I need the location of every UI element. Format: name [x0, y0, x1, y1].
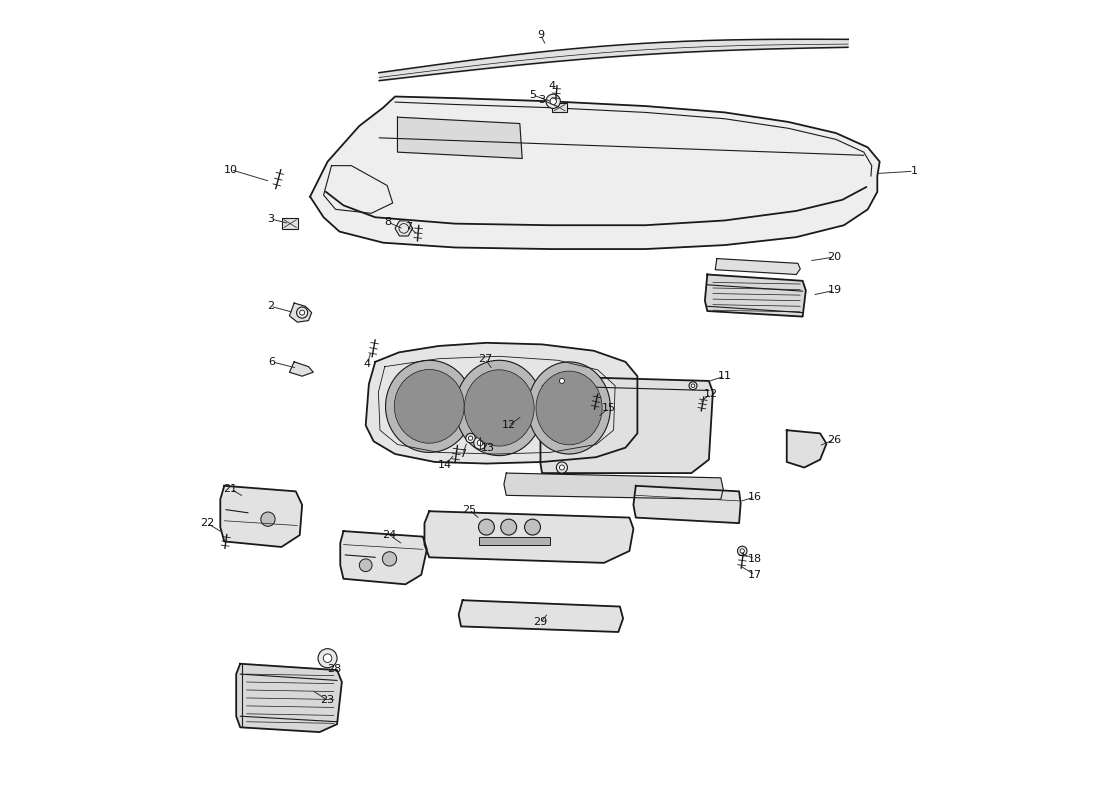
Text: 16: 16	[748, 492, 762, 502]
Text: 28: 28	[327, 663, 341, 674]
Polygon shape	[459, 600, 623, 632]
Text: 4: 4	[548, 81, 556, 91]
Text: 10: 10	[223, 165, 238, 174]
Text: 5: 5	[529, 90, 536, 100]
Circle shape	[474, 437, 486, 450]
Circle shape	[360, 559, 372, 571]
Text: 19: 19	[827, 286, 842, 295]
Text: 22: 22	[200, 518, 213, 528]
Text: 27: 27	[477, 354, 492, 364]
Polygon shape	[705, 274, 806, 317]
Text: 15: 15	[602, 403, 616, 413]
Ellipse shape	[464, 370, 535, 446]
Circle shape	[550, 98, 557, 105]
Circle shape	[500, 519, 517, 535]
Text: 24: 24	[383, 530, 397, 540]
Polygon shape	[397, 117, 522, 158]
FancyBboxPatch shape	[283, 218, 298, 229]
Circle shape	[689, 382, 697, 390]
Polygon shape	[340, 531, 427, 584]
Circle shape	[525, 519, 540, 535]
Text: 12: 12	[703, 389, 717, 398]
Text: 9: 9	[537, 30, 544, 39]
Text: 13: 13	[481, 442, 495, 453]
Ellipse shape	[385, 360, 473, 453]
Text: 3: 3	[539, 94, 546, 105]
Circle shape	[560, 465, 564, 470]
Circle shape	[297, 307, 308, 318]
Polygon shape	[504, 473, 723, 499]
Text: 1: 1	[911, 166, 917, 176]
Circle shape	[737, 546, 747, 556]
Text: 11: 11	[718, 371, 732, 381]
Text: 18: 18	[748, 554, 762, 564]
Polygon shape	[310, 97, 880, 249]
Circle shape	[691, 384, 695, 387]
Polygon shape	[289, 362, 314, 376]
Text: 3: 3	[267, 214, 274, 224]
Text: 17: 17	[748, 570, 762, 580]
Text: 21: 21	[223, 484, 238, 494]
Text: 6: 6	[268, 357, 275, 367]
FancyBboxPatch shape	[552, 103, 567, 113]
Text: 26: 26	[827, 434, 842, 445]
Text: 14: 14	[438, 460, 452, 470]
Text: 7: 7	[459, 449, 466, 459]
Circle shape	[318, 649, 337, 668]
Polygon shape	[365, 342, 637, 463]
Polygon shape	[425, 511, 634, 563]
Circle shape	[465, 434, 475, 443]
Ellipse shape	[528, 362, 611, 454]
Text: 20: 20	[827, 252, 842, 262]
Ellipse shape	[394, 370, 464, 443]
Polygon shape	[220, 486, 302, 547]
Circle shape	[469, 436, 473, 440]
Text: 2: 2	[267, 302, 274, 311]
Ellipse shape	[536, 371, 602, 445]
Circle shape	[299, 310, 305, 315]
Circle shape	[261, 512, 275, 526]
Circle shape	[560, 378, 564, 383]
Circle shape	[557, 375, 568, 386]
Circle shape	[383, 552, 397, 566]
Text: 29: 29	[534, 618, 548, 627]
Text: 8: 8	[384, 217, 392, 227]
Circle shape	[546, 94, 560, 109]
Polygon shape	[634, 486, 740, 523]
Circle shape	[740, 549, 745, 553]
Circle shape	[557, 462, 568, 473]
Polygon shape	[786, 430, 826, 467]
Text: 25: 25	[462, 505, 476, 514]
Text: 12: 12	[502, 421, 516, 430]
Circle shape	[477, 440, 483, 446]
Polygon shape	[289, 303, 311, 322]
Text: 7: 7	[405, 222, 412, 232]
Polygon shape	[395, 221, 412, 236]
Text: 4: 4	[364, 359, 371, 370]
Polygon shape	[540, 376, 713, 473]
FancyBboxPatch shape	[478, 538, 550, 545]
Polygon shape	[715, 258, 801, 274]
Text: 23: 23	[320, 695, 334, 706]
Polygon shape	[236, 664, 342, 732]
Circle shape	[323, 654, 332, 662]
Circle shape	[478, 519, 494, 535]
Ellipse shape	[455, 360, 543, 456]
